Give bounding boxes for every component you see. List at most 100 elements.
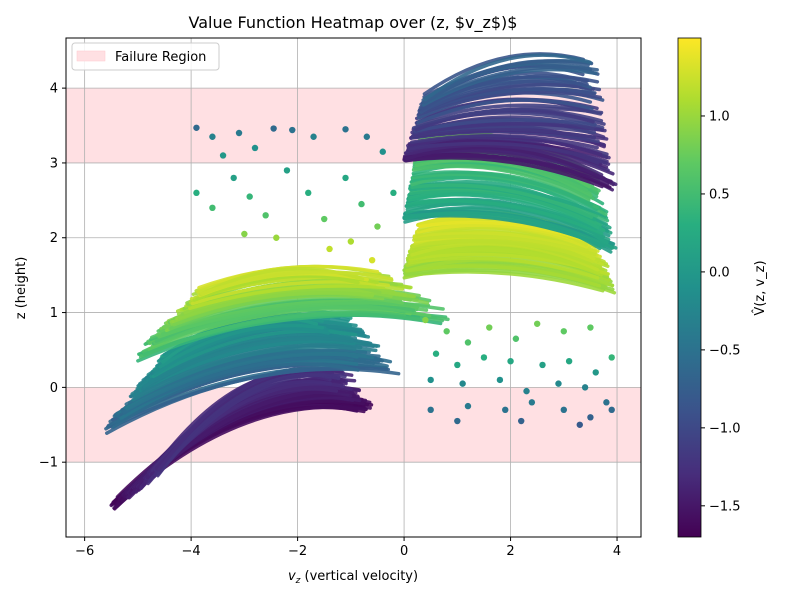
x-axis-label-main: v [288,569,296,584]
scatter-point [422,316,429,324]
colorbar-label: V̂(z, v_z) [753,260,768,315]
scatter-point [379,148,386,155]
x-tick-label: 0 [400,544,408,559]
trajectory-3 [418,220,591,244]
x-tick-label: 4 [613,544,621,559]
scatter-point [246,193,253,200]
trajectory-4 [406,199,604,236]
trajectory-2 [178,290,375,320]
trajectory-2 [190,280,390,306]
trajectory-5 [416,98,594,125]
scatter-point [507,357,514,365]
y-tick-label: −1 [39,456,58,471]
scatter-point [235,129,243,137]
trajectory-5 [422,65,599,105]
scatter-point [230,174,237,182]
scatter-point [209,133,216,140]
trajectory-1 [122,355,380,414]
scatter-point [270,125,277,132]
trajectory-5 [404,154,610,186]
scatter-point [374,223,381,230]
x-tick-label: −4 [182,544,201,559]
scatter-point [518,417,525,425]
trajectory-2 [142,312,421,357]
scatter-point [587,414,594,421]
trajectory-1 [148,332,351,384]
trajectory-5 [417,90,603,117]
scatter-point [459,380,466,387]
scatter-point [368,256,376,264]
chart-title: Value Function Heatmap over (z, $v_z$)$ [189,13,518,33]
colorbar [677,37,702,538]
x-tick-label: −2 [288,544,307,559]
legend-label-failure: Failure Region [115,50,206,65]
colorbar-tick-label: 0.5 [709,187,730,202]
scatter-point [219,152,227,159]
scatter-point [342,126,349,133]
trajectory-1 [134,344,357,399]
trajectory-4 [410,183,594,219]
scatter-point [241,230,248,238]
scatter-point [581,384,589,391]
y-axis-ticks: −1 0 1 2 3 4 [39,82,66,471]
trajectory-5 [407,141,609,164]
scatter-point [592,369,599,376]
scatter-point [608,354,615,361]
y-tick-label: 4 [50,82,58,97]
scatter-point [533,320,541,327]
trajectory-5 [413,118,597,133]
x-axis-label: vz (vertical velocity) [288,569,418,586]
x-tick-label: −6 [75,544,94,559]
scatter-point [528,399,536,406]
legend-swatch-failure [76,50,106,62]
trajectory-5 [421,67,598,107]
scatter-point [523,387,530,395]
trajectory-1 [127,352,375,411]
colorbar-tick-label: −0.5 [709,343,741,358]
trajectory-3 [414,234,597,257]
trajectory-2 [200,270,394,296]
y-tick-label: 1 [50,306,58,321]
colorbar-tick-label: 1.0 [709,109,730,124]
legend: Failure Region [71,42,220,71]
y-axis-label: z (height) [14,257,29,320]
scatter-point [432,350,440,357]
trajectory-5 [410,133,599,150]
trajectory-4 [412,170,594,207]
scatter-point [283,167,291,174]
scatter-point [390,189,397,197]
trajectory-5 [411,127,597,140]
scatter-point [443,328,450,335]
x-tick-label: 2 [506,544,514,559]
trajectory-2 [187,284,405,311]
scatter-point [480,354,488,361]
colorbar-tick-label: −1.5 [709,499,741,514]
trajectory-3 [407,256,600,280]
trajectory-5 [420,79,589,114]
trajectory-1 [158,323,325,369]
trajectory-0 [156,372,347,476]
scatter-point [502,406,509,414]
trajectory-4 [413,163,595,201]
scatter-point [358,200,365,208]
scatter-point [326,245,333,253]
trajectory-4 [410,175,599,212]
y-tick-label: 3 [50,156,58,171]
colorbar-tick-label: 0.0 [709,265,730,280]
scatter-point [560,328,568,335]
scatter-layer [193,124,615,428]
trajectory-2 [172,292,413,327]
scatter-point [209,204,216,212]
scatter-point [305,189,312,197]
y-tick-label: 2 [50,231,58,246]
scatter-point [512,335,520,342]
trajectory-3 [409,246,600,275]
trajectory-1 [142,336,354,389]
trajectory-5 [415,106,604,127]
trajectory-layer [104,52,618,511]
x-axis-label-sub: z [295,576,301,586]
scatter-point [608,406,615,414]
scatter-point [193,124,200,131]
trajectory-5 [423,53,592,102]
scatter-point [603,399,610,406]
